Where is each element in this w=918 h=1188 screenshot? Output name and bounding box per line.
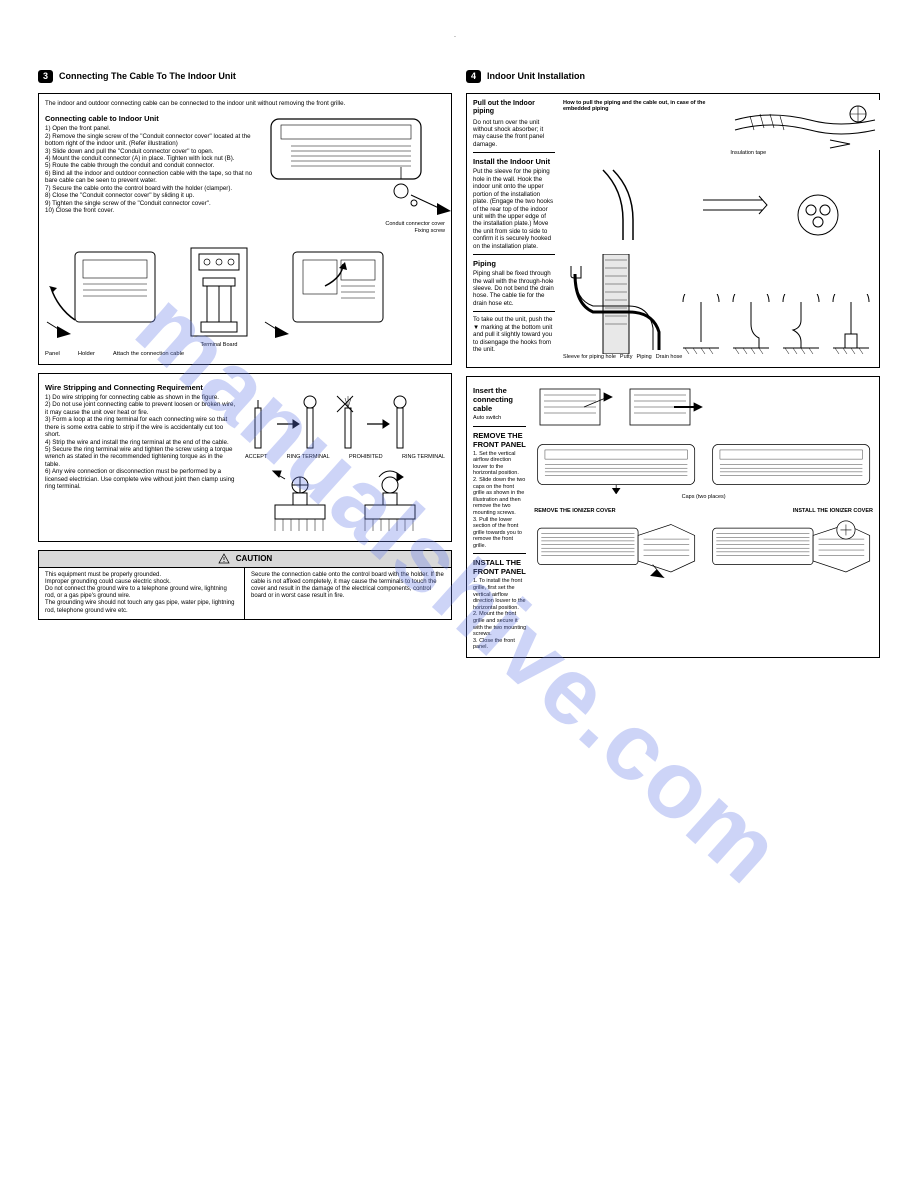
section3-title-row: 3 Connecting The Cable To The Indoor Uni… [38, 70, 452, 83]
s3-list1: 1) Open the front panel. 2) Remove the s… [45, 125, 253, 214]
s3-sub2: Wire Stripping and Connecting Requiremen… [45, 383, 445, 392]
figure-unit-front-1 [534, 439, 698, 494]
page: . manualshive.com 3 Connecting The Cable… [0, 0, 918, 1188]
s4-step-piping-t: Piping shall be fixed through the wall w… [473, 270, 555, 307]
figure-cap-detail-right [624, 383, 704, 433]
section3-box-a: The indoor and outdoor connecting cable … [38, 93, 452, 365]
s4-remove-front: REMOVE THE FRONT PANEL [473, 431, 526, 449]
section4-title-row: 4 Indoor Unit Installation [466, 70, 880, 83]
header-dot: . [0, 30, 918, 40]
caution-left: This equipment must be properly grounded… [39, 568, 245, 619]
s3-sub1: Connecting cable to Indoor Unit [45, 114, 253, 123]
s4-step-takeout: To take out the unit, push the ▼ marking… [473, 316, 555, 353]
s3-list2: 1) Do wire stripping for connecting cabl… [45, 394, 237, 491]
fig1-label-cover: Conduit connector cover [261, 221, 445, 228]
section4-title: Indoor Unit Installation [487, 71, 585, 82]
fig3-label: Terminal Board [183, 342, 255, 349]
figure-drain-4 [831, 294, 873, 354]
right-column: 4 Indoor Unit Installation Pull out the … [466, 70, 880, 658]
figure-ionizer-install [709, 519, 873, 583]
s4-step-install: Install the Indoor Unit [473, 157, 555, 166]
fig2-holder: Holder [78, 351, 95, 358]
caution-header: CAUTION [39, 551, 451, 568]
s4-step-install-t: Put the sleeve for the piping hole in th… [473, 168, 555, 250]
fig4-text: Attach the connection cable [113, 351, 184, 358]
caps-label: Caps (two places) [534, 494, 873, 501]
caution-grid: This equipment must be properly grounded… [39, 568, 451, 619]
label-ring2: RING TERMINAL [402, 454, 445, 461]
lbl-drain: Drain hose [656, 354, 683, 361]
section3-box-b: Wire Stripping and Connecting Requiremen… [38, 373, 452, 542]
figure-row-labels: Panel Holder Attach the connection cable [45, 351, 445, 358]
lbl-putty: Putty [620, 354, 633, 361]
lbl-sleeve: Sleeve for piping hole [563, 354, 616, 361]
figure-screw-torque [245, 465, 445, 535]
figure-wall-sleeve [563, 254, 673, 354]
s4-install-text: 1. To install the front grille, first se… [473, 578, 526, 651]
figure-wire-strip [245, 394, 445, 454]
figure-unit-front-2 [709, 439, 873, 494]
section3-intro: The indoor and outdoor connecting cable … [45, 100, 445, 107]
label-prohibited: PROHIBITED [349, 454, 383, 461]
content-area: 3 Connecting The Cable To The Indoor Uni… [38, 70, 880, 658]
s4-autoswitch: Auto switch [473, 415, 526, 422]
section4-box-a: Pull out the Indoor piping Do not turn o… [466, 93, 880, 368]
s4-install-ionizer: INSTALL THE IONIZER COVER [793, 508, 873, 515]
caution-box: CAUTION This equipment must be properly … [38, 550, 452, 620]
lbl-piping: Piping [636, 354, 651, 361]
section3-title: Connecting The Cable To The Indoor Unit [59, 71, 236, 82]
s4-insert-cable: Insert the connecting cable [473, 386, 526, 413]
figure-drain-1 [681, 294, 723, 354]
s4-install-front: INSTALL THE FRONT PANEL [473, 558, 526, 576]
fig1-label-screw: Fixing screw [261, 228, 445, 235]
label-ring: RING TERMINAL [287, 454, 330, 461]
s4-note1: Do not turn over the unit without shock … [473, 119, 555, 149]
figure-tape-wrap [730, 100, 880, 150]
lbl-tape: Insulation tape [730, 150, 873, 157]
caution-right: Secure the connection cable onto the con… [245, 568, 451, 619]
caution-title: CAUTION [236, 554, 272, 564]
figure-terminal-board [183, 242, 255, 342]
warning-icon [218, 553, 230, 565]
figure-drain-2 [731, 294, 773, 354]
figure-panel-attach [263, 242, 403, 342]
figure-drain-3 [781, 294, 823, 354]
s4-step-piping: Piping [473, 259, 555, 268]
fig2-panel: Panel [45, 351, 60, 358]
section4-badge: 4 [466, 70, 481, 83]
s4-remove-text: 1. Set the vertical airflow direction lo… [473, 451, 526, 550]
s4-check-title: How to pull the piping and the cable out… [563, 100, 722, 113]
figure-indoor-unit [261, 111, 451, 221]
figure-panel-open [45, 242, 175, 342]
figure-cap-detail-left [534, 383, 614, 433]
s4-remove-ionizer: REMOVE THE IONIZER COVER [534, 508, 615, 515]
figure-piping-routes [563, 160, 863, 250]
section3-badge: 3 [38, 70, 53, 83]
section4-box-b: Insert the connecting cable Auto switch … [466, 376, 880, 658]
s4-sub1: Pull out the Indoor piping [473, 100, 555, 117]
label-accept: ACCEPT [245, 454, 267, 461]
figure-ionizer-remove [534, 519, 698, 583]
left-column: 3 Connecting The Cable To The Indoor Uni… [38, 70, 452, 658]
